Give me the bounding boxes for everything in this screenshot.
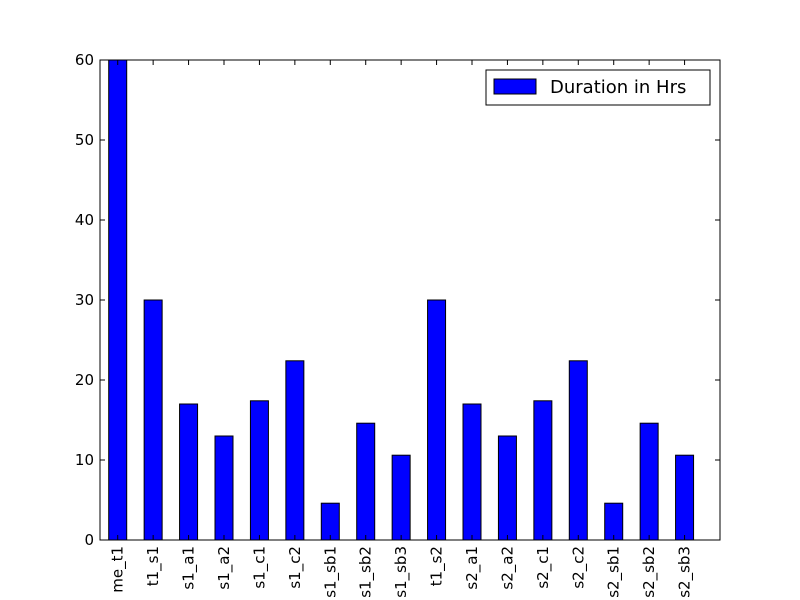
x-tick-label-s1_c2: s1_c2 bbox=[286, 546, 305, 589]
bar-s1_a2 bbox=[214, 435, 234, 541]
bar-t1_s1 bbox=[143, 299, 163, 541]
x-tick-label-s2_sb1: s2_sb1 bbox=[605, 546, 624, 598]
x-tick-label-s1_a2: s1_a2 bbox=[215, 546, 234, 590]
bar-s2_sb2 bbox=[639, 422, 659, 541]
legend-box bbox=[485, 69, 711, 106]
bar-s2_c2 bbox=[568, 360, 588, 541]
y-axis: 0 10 20 30 40 50 60 bbox=[75, 51, 720, 549]
y-tick-label-50: 50 bbox=[75, 131, 94, 149]
y-tick-label-30: 30 bbox=[75, 291, 94, 309]
x-tick-label-s1_sb3: s1_sb3 bbox=[392, 546, 411, 598]
bar-s1_c1 bbox=[249, 400, 269, 541]
bars-group bbox=[108, 59, 695, 541]
bar-s1_c2 bbox=[285, 360, 305, 541]
bar-me_t1 bbox=[108, 59, 128, 541]
bar-s1_sb1 bbox=[320, 502, 340, 541]
bar-s1_sb3 bbox=[391, 454, 411, 541]
bar-s1_sb2 bbox=[356, 422, 376, 541]
x-tick-label-s1_c1: s1_c1 bbox=[250, 546, 269, 589]
legend-label: Duration in Hrs bbox=[550, 77, 686, 98]
bar-s2_a1 bbox=[462, 403, 482, 541]
plot-frame bbox=[99, 59, 721, 541]
x-tick-label-s2_a2: s2_a2 bbox=[498, 546, 517, 590]
x-axis: me_t1 t1_s1 s1_a1 s1_a2 s1_c1 s1_c2 s1_sb1 s1_s… bbox=[109, 60, 695, 598]
x-tick-label-t1_s2: t1_s2 bbox=[428, 546, 447, 586]
bar-s1_a1 bbox=[179, 403, 199, 541]
x-tick-label-s2_a1: s2_a1 bbox=[463, 546, 482, 590]
x-tick-label-me_t1: me_t1 bbox=[109, 546, 128, 593]
x-tick-label-s1_sb2: s1_sb2 bbox=[357, 546, 376, 598]
x-tick-label-s2_sb3: s2_sb3 bbox=[676, 546, 695, 598]
y-tick-label-40: 40 bbox=[75, 211, 94, 229]
x-tick-label-s2_c1: s2_c1 bbox=[534, 546, 553, 589]
y-tick-label-0: 0 bbox=[84, 531, 94, 549]
legend-swatch bbox=[493, 78, 537, 95]
x-tick-label-s1_sb1: s1_sb1 bbox=[321, 546, 340, 598]
y-tick-label-20: 20 bbox=[75, 371, 94, 389]
bar-s2_sb1 bbox=[604, 502, 624, 541]
bar-s2_a2 bbox=[497, 435, 517, 541]
x-tick-label-s1_a1: s1_a1 bbox=[180, 546, 199, 590]
y-tick-label-60: 60 bbox=[75, 51, 94, 69]
x-tick-label-s2_sb2: s2_sb2 bbox=[640, 546, 659, 598]
bar-t1_s2 bbox=[427, 299, 447, 541]
x-tick-label-s2_c2: s2_c2 bbox=[569, 546, 588, 589]
legend: Duration in Hrs bbox=[485, 69, 711, 106]
x-tick-label-t1_s1: t1_s1 bbox=[144, 546, 163, 586]
y-tick-label-10: 10 bbox=[75, 451, 94, 469]
bar-s2_c1 bbox=[533, 400, 553, 541]
bar-s2_sb3 bbox=[675, 454, 695, 541]
